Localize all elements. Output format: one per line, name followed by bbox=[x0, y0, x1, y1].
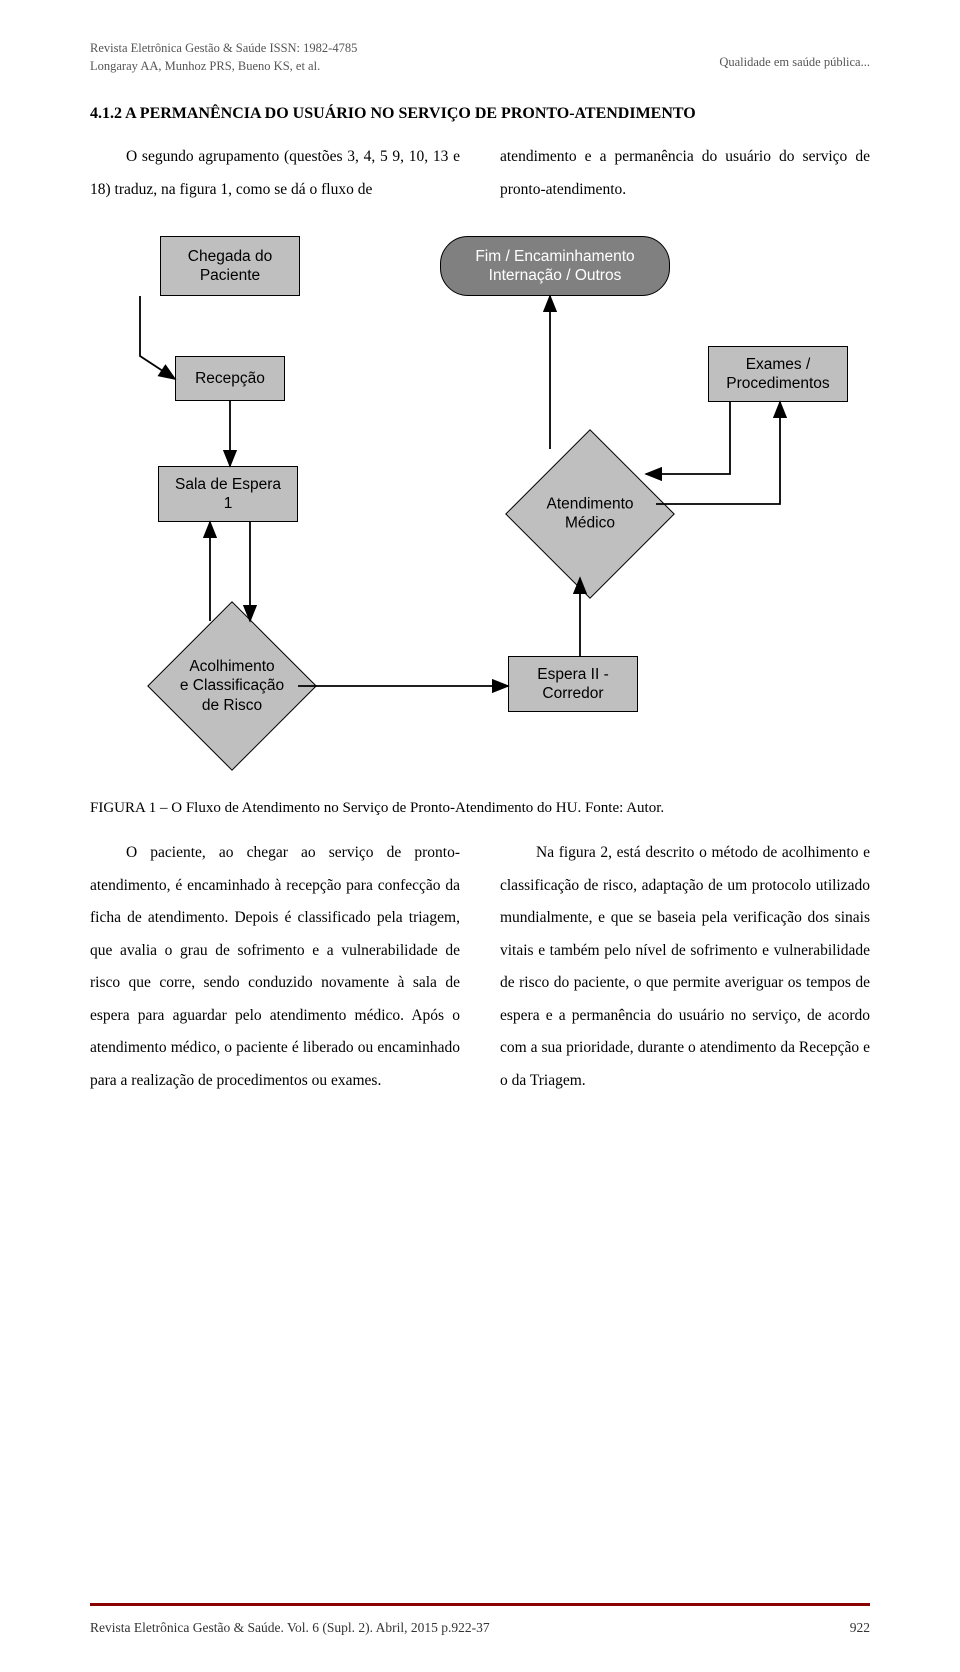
page-footer: Revista Eletrônica Gestão & Saúde. Vol. … bbox=[90, 1620, 870, 1636]
section-heading: 4.1.2 A PERMANÊNCIA DO USUÁRIO NO SERVIÇ… bbox=[90, 105, 870, 123]
flowchart-node-exames: Exames /Procedimentos bbox=[708, 346, 848, 402]
header-authors: Longaray AA, Munhoz PRS, Bueno KS, et al… bbox=[90, 58, 357, 76]
flowchart-node-atend_med: AtendimentoMédico bbox=[506, 495, 674, 534]
journal-name: Revista Eletrônica Gestão & Saúde ISSN: … bbox=[90, 40, 357, 58]
flowchart-node-espera2: Espera II -Corredor bbox=[508, 656, 638, 712]
running-header: Revista Eletrônica Gestão & Saúde ISSN: … bbox=[90, 40, 870, 75]
flowchart-node-acolhimento: Acolhimentoe Classificaçãode Risco bbox=[148, 657, 316, 715]
figure-caption: FIGURA 1 – O Fluxo de Atendimento no Ser… bbox=[90, 800, 870, 817]
footer-rule bbox=[90, 1603, 870, 1606]
intro-right: atendimento e a permanência do usuário d… bbox=[500, 141, 870, 206]
flowchart-node-fim: Fim / EncaminhamentoInternação / Outros bbox=[440, 236, 670, 296]
intro-columns: O segundo agrupamento (questões 3, 4, 5 … bbox=[90, 141, 870, 206]
flowchart-node-sala1: Sala de Espera1 bbox=[158, 466, 298, 522]
flowchart-node-recepcao: Recepção bbox=[175, 356, 285, 401]
running-title: Qualidade em saúde pública... bbox=[719, 40, 870, 75]
flowchart: Chegada doPaciente Fim / EncaminhamentoIn… bbox=[90, 226, 870, 786]
body-left: O paciente, ao chegar ao serviço de pron… bbox=[90, 837, 460, 1097]
body-columns: O paciente, ao chegar ao serviço de pron… bbox=[90, 837, 870, 1097]
footer-citation: Revista Eletrônica Gestão & Saúde. Vol. … bbox=[90, 1620, 490, 1636]
intro-left: O segundo agrupamento (questões 3, 4, 5 … bbox=[90, 141, 460, 206]
flowchart-node-chegada: Chegada doPaciente bbox=[160, 236, 300, 296]
page-number: 922 bbox=[850, 1620, 870, 1636]
body-right: Na figura 2, está descrito o método de a… bbox=[500, 837, 870, 1097]
